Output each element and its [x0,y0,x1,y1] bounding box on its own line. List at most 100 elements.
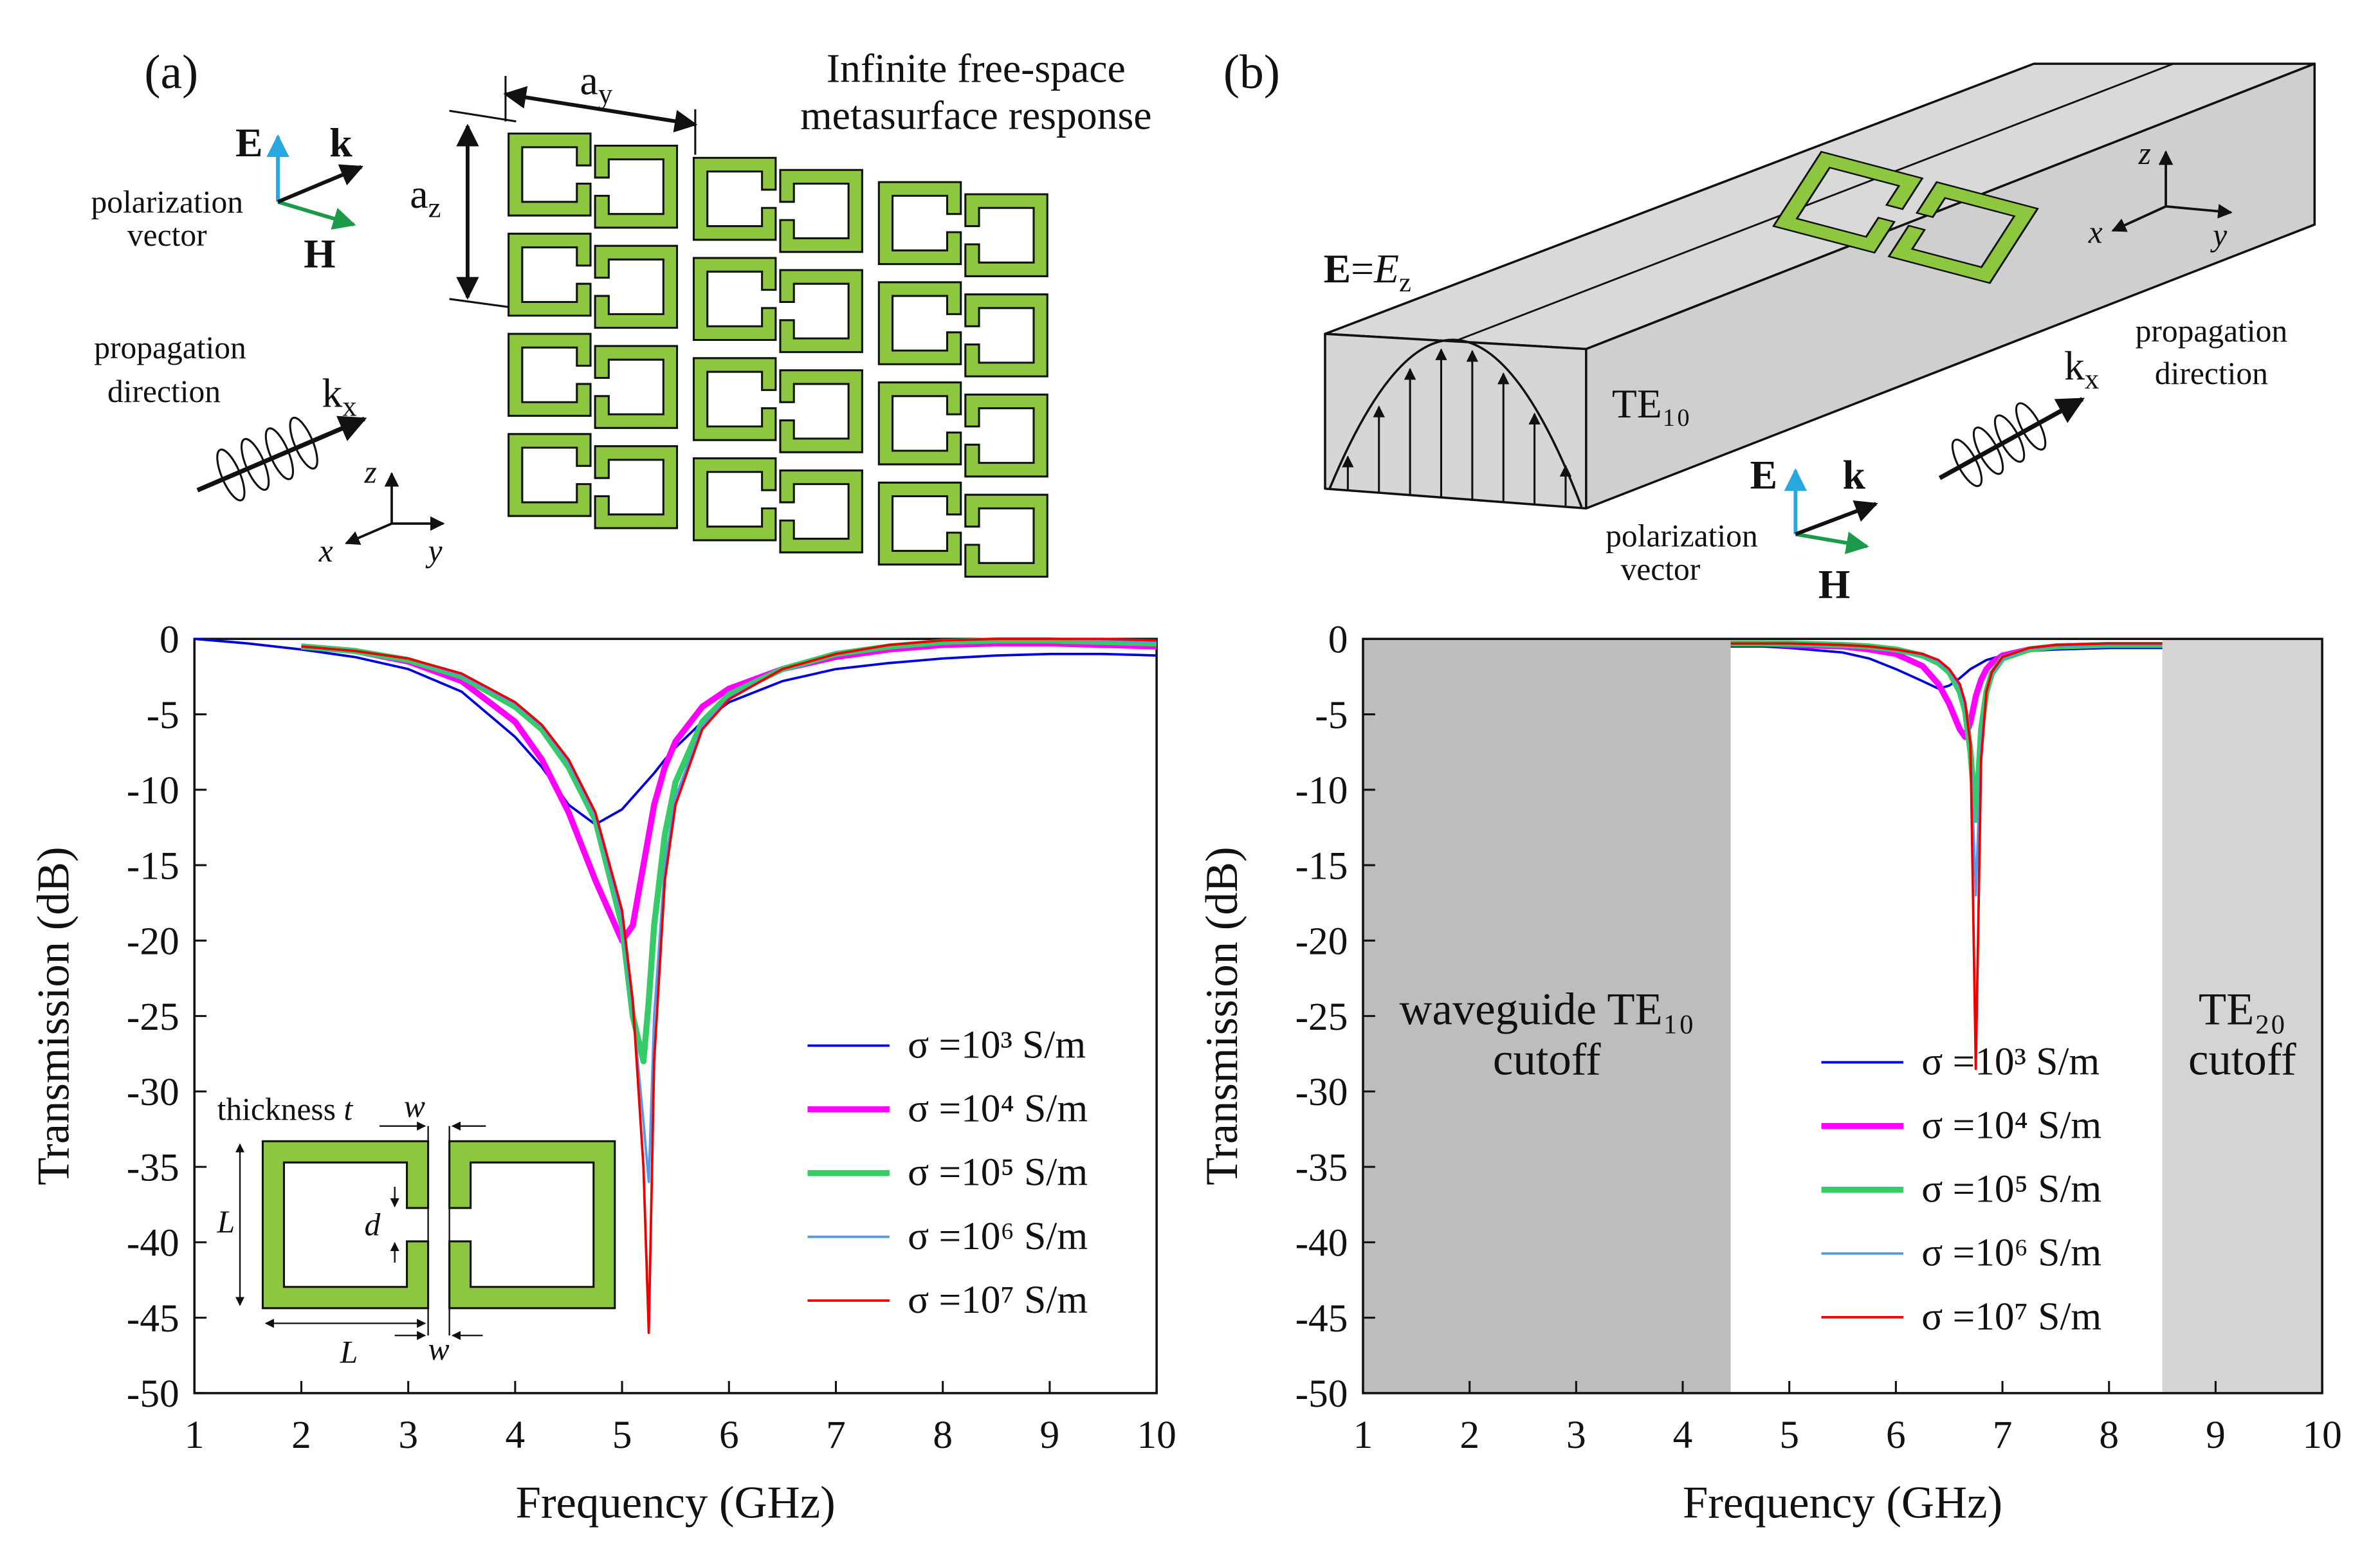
ring [779,369,863,453]
y-tick-label: -45 [1295,1297,1348,1340]
e-label: E [235,120,262,165]
cutoff-region [2162,639,2323,1393]
title-line: Infinite free-space [827,45,1126,91]
legend-label: σ =10⁷ S/m [1921,1295,2101,1339]
legend-label: σ =10⁴ S/m [908,1087,1088,1131]
y-tick-label: -10 [1295,769,1348,812]
wave-part [264,427,295,480]
polarization-arrows-part [277,164,364,204]
inset-rings [261,1140,616,1310]
ring [1772,151,1924,254]
region-label: cutoff [2188,1034,2296,1084]
y-tick-label: -20 [127,920,179,964]
y-tick-label: -50 [1295,1372,1348,1416]
thickness-symbol: t [343,1092,353,1127]
inset-label: thickness t [217,1092,354,1127]
inset-rings-part [261,1140,430,1310]
wave-part [2015,402,2047,451]
az-base: a [410,171,428,217]
axes-triad-part [2165,204,2233,219]
field-eq: = [1351,246,1374,291]
ring [877,181,962,266]
x-tick-label: 8 [933,1413,953,1457]
ay-label: ay [580,57,613,109]
series-line [1730,640,2163,740]
field-arrows [1328,338,1583,507]
axis-x: x [318,533,333,569]
mode-profile [1328,338,1583,507]
h-label: H [1818,562,1851,607]
y-tick-label: -15 [127,844,179,888]
x-tick-label: 7 [1993,1413,2013,1457]
kx-sub: x [342,390,356,422]
polarization-arrows [266,134,364,230]
kx-sub: x [2085,363,2099,395]
region-label: TE₂₀ [2199,985,2286,1035]
x-tick-label: 2 [1460,1413,1479,1457]
x-tick-label: 10 [2302,1413,2341,1457]
unit-cell-rings [1772,151,2039,284]
polarization-arrows-part [1795,500,1878,536]
ring [779,469,863,554]
series-line [1730,642,2163,1070]
ring [964,393,1048,478]
kx-base: k [2064,343,2085,388]
ay-base: a [580,57,598,103]
legend-label: σ =10⁵ S/m [1921,1167,2101,1211]
ring [779,269,863,353]
ring [964,293,1048,378]
axis-z: z [2138,136,2151,171]
inset: thickness t w L d L w [217,1089,616,1370]
x-tick-label: 7 [826,1413,846,1457]
y-tick-label: -15 [1295,844,1348,888]
y-tick-label: -5 [1315,693,1348,737]
wave-part [1951,439,1983,488]
x-tick-label: 4 [1673,1413,1693,1457]
axes-triad-part [2111,205,2166,232]
y-tick-label: -35 [127,1146,179,1189]
period-arrows-part [449,298,517,309]
line-chart: waveguide TE₁₀cutoffTE₂₀cutoff0-5-10-15-… [1197,618,2342,1528]
k-label: k [1843,452,1866,498]
ring [594,445,679,529]
x-axis-label: Frequency (GHz) [516,1477,836,1528]
ring [594,144,679,229]
legend-label: σ =10⁶ S/m [908,1214,1088,1258]
ring [964,193,1048,277]
inset-rings-part [448,1140,616,1310]
x-axis-label: Frequency (GHz) [1683,1477,2002,1528]
legend-label: σ =10³ S/m [1921,1039,2100,1083]
y-tick-label: -25 [127,995,179,1039]
kx-label: kx [322,370,356,422]
title-line: metasurface response [800,93,1151,138]
series-line [194,637,1157,826]
az-sub: z [428,191,441,223]
field-bold: E [1324,246,1351,291]
wave-part [240,437,270,491]
wave [1938,397,2085,488]
axis-y: y [425,533,443,569]
wave-part [196,416,367,493]
x-tick-label: 10 [1137,1413,1176,1457]
y-tick-label: -10 [127,769,179,812]
ay-sub: y [598,77,613,109]
ring [508,232,592,317]
waveguide-part [1454,62,2174,343]
cutoff-region [1362,639,1731,1393]
diagram-b: (b) E=Ez TE₁₀ E k H polarization vector … [1223,46,2316,607]
polarization-arrows-part [1795,531,1869,554]
axes-triad [345,471,445,545]
polarization-text: polarization [91,184,244,219]
ring [508,133,592,217]
axis-y: y [2210,217,2228,253]
y-tick-label: -40 [127,1221,179,1265]
polarization-arrows [1784,468,1878,554]
inset-label: w [404,1089,425,1124]
ring [692,156,777,241]
inset-label: w [428,1331,450,1367]
x-tick-label: 9 [1040,1413,1060,1457]
e-label: E [1750,452,1777,498]
x-tick-label: 6 [1886,1413,1906,1457]
ring [692,357,777,441]
